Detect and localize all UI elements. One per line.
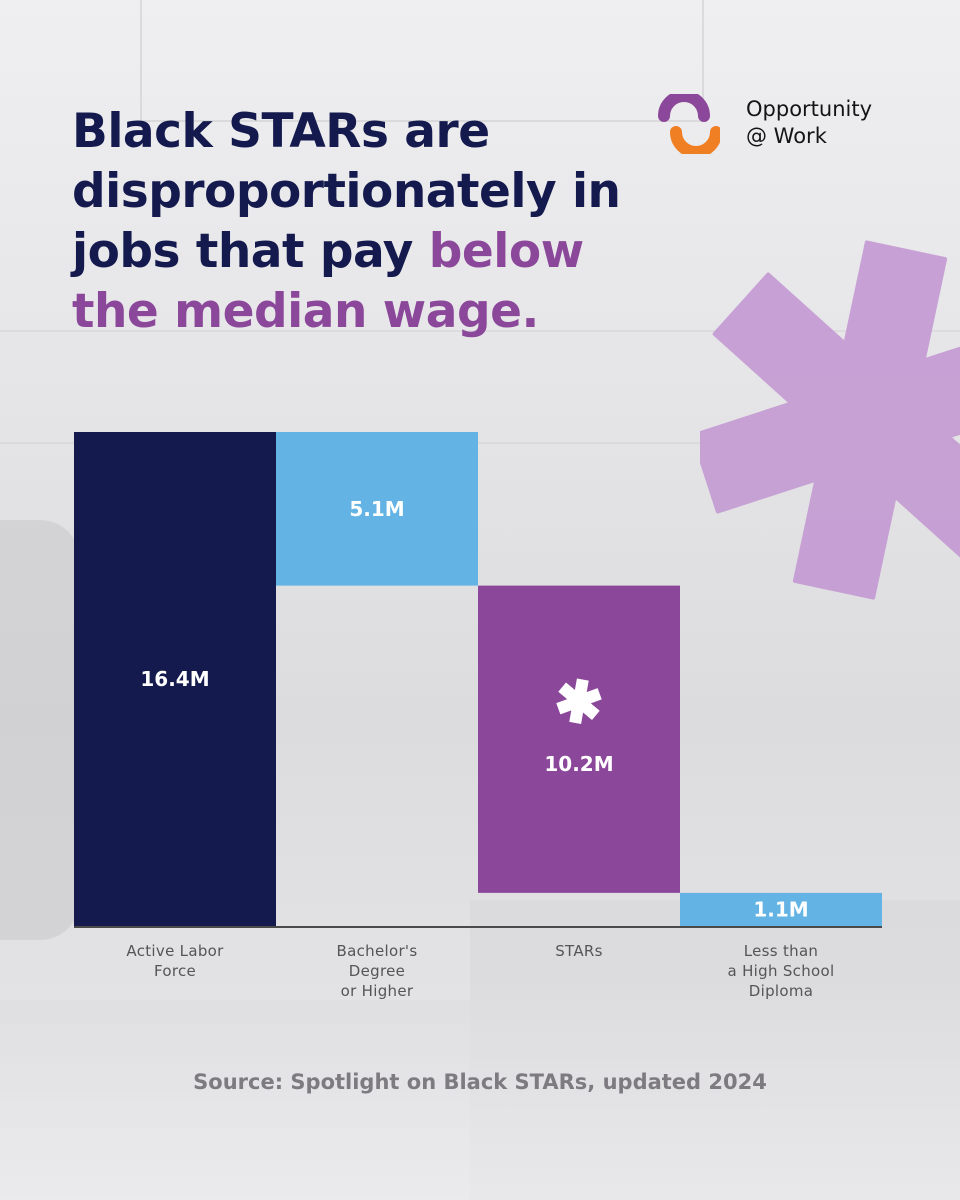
logo-line-2: @ Work: [746, 124, 827, 148]
category-label-line: a High School: [728, 962, 835, 980]
bar-value-label-1: 5.1M: [349, 497, 404, 521]
background-window: [140, 0, 704, 122]
bar-value-label-3: 1.1M: [753, 897, 808, 921]
source-citation: Source: Spotlight on Black STARs, update…: [193, 1070, 767, 1094]
bar-0: [74, 432, 276, 926]
category-label-1: Bachelor's Degree or Higher: [337, 942, 418, 1000]
category-label-3: Less than a High School Diploma: [728, 942, 835, 1000]
category-label-line: Active Labor: [126, 942, 224, 960]
background-window-band: [0, 330, 960, 444]
page-title: Black STARs are disproportionately in jo…: [72, 102, 672, 342]
category-label-line: Degree: [349, 962, 405, 980]
category-label-line: Bachelor's: [337, 942, 418, 960]
category-label-line: or Higher: [341, 982, 414, 1000]
bar-value-label-2: 10.2M: [544, 752, 613, 776]
bar-1: [276, 432, 478, 586]
category-label-line: Diploma: [749, 982, 814, 1000]
category-label-2: STARs: [555, 942, 603, 960]
asterisk-icon: [556, 678, 602, 724]
brand-logo: Opportunity @ Work: [658, 94, 918, 154]
asterisk-arm: [558, 682, 600, 720]
category-label-0: Active Labor Force: [126, 942, 224, 980]
bar-value-label-0: 16.4M: [140, 667, 209, 691]
title-highlight: below the median wage.: [72, 224, 584, 339]
decorative-asterisk-icon: [700, 240, 960, 600]
logo-text: Opportunity @ Work: [746, 96, 872, 150]
bar-3: [680, 892, 882, 926]
bar-2: [478, 585, 680, 893]
logo-line-1: Opportunity: [746, 97, 873, 121]
background-person-silhouette: [0, 520, 80, 940]
category-label-line: STARs: [555, 942, 603, 960]
title-text: Black STARs are disproportionately in jo…: [72, 104, 621, 279]
category-label-line: Force: [154, 962, 196, 980]
background-floor: [0, 1000, 960, 1200]
opportunity-at-work-logo-icon: [658, 94, 720, 154]
category-label-line: Less than: [744, 942, 819, 960]
